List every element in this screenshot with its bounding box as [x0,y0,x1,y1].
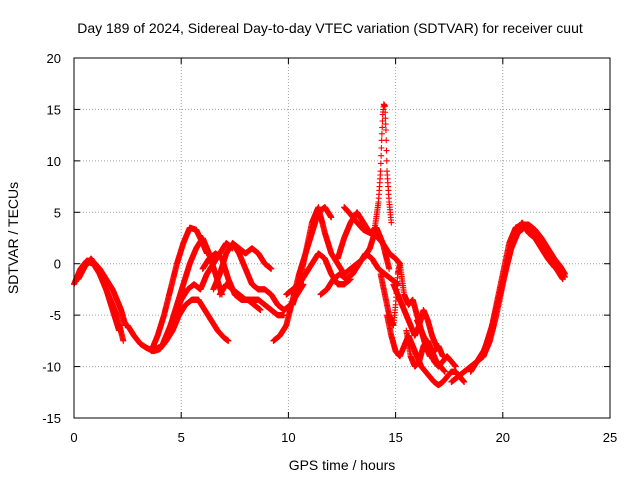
grid-lines [74,58,610,418]
data-point [377,160,384,167]
data-point [382,115,389,122]
data-point [116,327,123,334]
data-point [382,121,389,128]
series-track-18 [371,101,395,236]
data-points [71,101,568,389]
data-point [379,118,386,124]
series-track-3 [77,258,123,334]
data-point [377,168,384,175]
chart-title: Day 189 of 2024, Sidereal Day-to-day VTE… [77,20,583,36]
data-point [378,152,385,159]
data-point [120,337,127,344]
data-point [383,157,390,164]
series-track-8 [199,250,264,313]
data-point [383,137,390,144]
data-point [378,130,385,137]
